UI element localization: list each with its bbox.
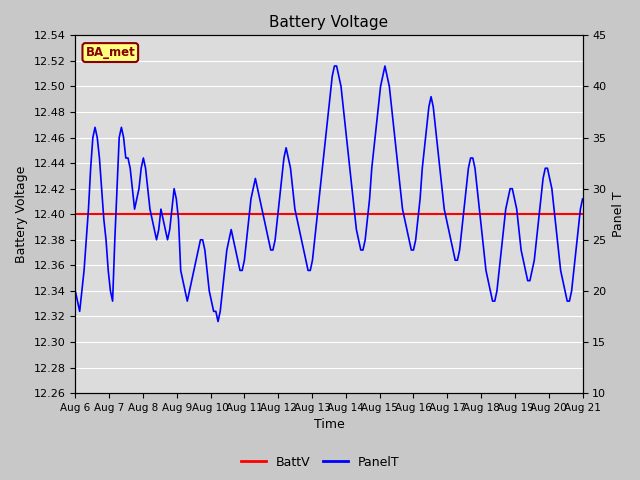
Text: BA_met: BA_met <box>85 46 135 59</box>
Legend: BattV, PanelT: BattV, PanelT <box>236 451 404 474</box>
Y-axis label: Panel T: Panel T <box>612 192 625 237</box>
Y-axis label: Battery Voltage: Battery Voltage <box>15 166 28 263</box>
Title: Battery Voltage: Battery Voltage <box>269 15 388 30</box>
X-axis label: Time: Time <box>314 419 344 432</box>
